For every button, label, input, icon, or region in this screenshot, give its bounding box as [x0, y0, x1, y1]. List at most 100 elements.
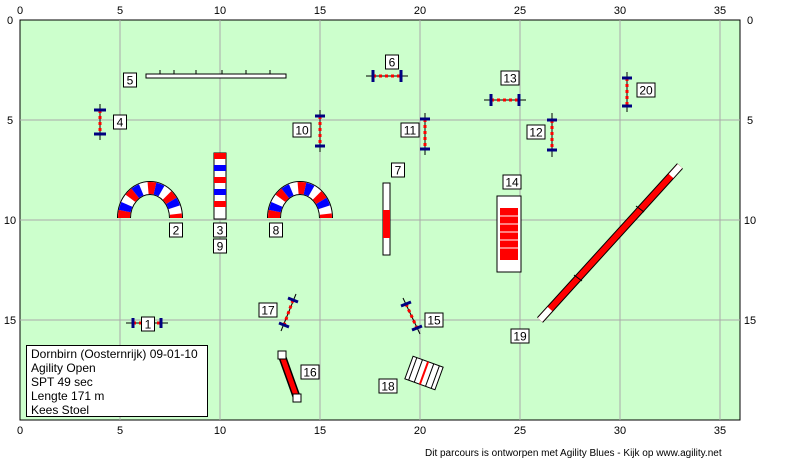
obstacle-14-label: 14	[502, 174, 522, 190]
obstacle-3-weave	[213, 152, 227, 220]
obstacle-15-jump	[400, 297, 423, 335]
x-tick-bottom: 5	[117, 425, 123, 437]
label-box	[510, 328, 530, 344]
label-number: 6	[389, 56, 396, 70]
obstacle-19-dogwalk	[537, 163, 683, 323]
x-tick-bottom: 15	[314, 425, 326, 437]
label-number: 10	[295, 124, 309, 138]
label-number: 4	[117, 116, 124, 130]
obstacle-8-tunnel	[267, 181, 333, 219]
obstacle-6-jump	[366, 70, 408, 82]
x-tick-top: 25	[514, 5, 526, 17]
label-box	[292, 122, 312, 138]
info-judge: Kees Stoel	[31, 403, 90, 417]
label-number: 17	[261, 304, 275, 318]
y-tick-right: 15	[744, 315, 756, 327]
label-number: 20	[639, 84, 653, 98]
label-box	[400, 122, 420, 138]
label-box	[213, 222, 227, 238]
obstacle-17-jump	[278, 293, 299, 332]
x-tick-top: 5	[117, 5, 123, 17]
label-box	[378, 378, 398, 394]
label-box	[213, 238, 227, 254]
footer-credit: Dit parcours is ontworpen met Agility Bl…	[425, 448, 722, 459]
obstacle-5-label: 5	[123, 72, 137, 88]
x-tick-top: 0	[17, 5, 23, 17]
label-box	[391, 162, 405, 178]
obstacle-17-label: 17	[258, 302, 278, 318]
obstacle-20-label: 20	[636, 82, 656, 98]
label-number: 13	[503, 72, 517, 86]
y-tick-right: 5	[747, 115, 753, 127]
obstacle-3-label: 3	[213, 222, 227, 238]
obstacle-8-label: 8	[269, 222, 283, 238]
x-tick-top: 35	[714, 5, 726, 17]
obstacle-4-jump	[94, 104, 106, 140]
label-number: 2	[173, 224, 180, 238]
obstacle-20-jump	[622, 72, 632, 112]
label-box	[636, 82, 656, 98]
obstacle-12-label: 12	[526, 124, 546, 140]
x-tick-bottom: 20	[414, 425, 426, 437]
label-box	[269, 222, 283, 238]
obstacle-13-jump	[484, 94, 526, 106]
obstacle-10-label: 10	[292, 122, 312, 138]
label-number: 3	[217, 224, 224, 238]
obstacle-2-label: 2	[169, 222, 183, 238]
obstacle-7-tire	[382, 182, 391, 256]
label-number: 14	[505, 176, 519, 190]
label-number: 15	[427, 314, 441, 328]
label-number: 8	[273, 224, 280, 238]
label-box	[502, 174, 522, 190]
obstacle-13-label: 13	[500, 70, 520, 86]
obstacle-15-label: 15	[424, 312, 444, 328]
obstacle-4-label: 4	[113, 114, 127, 130]
y-tick-left: 5	[7, 115, 13, 127]
obstacle-10-jump	[315, 110, 325, 152]
obstacle-6-label: 6	[385, 54, 399, 70]
label-number: 9	[217, 240, 224, 254]
y-tick-left: 0	[7, 15, 13, 27]
label-box	[123, 72, 137, 88]
y-tick-right: 0	[747, 15, 753, 27]
label-box	[526, 124, 546, 140]
label-number: 7	[395, 164, 402, 178]
x-tick-bottom: 0	[17, 425, 23, 437]
x-tick-bottom: 30	[614, 425, 626, 437]
obstacle-5-wall	[145, 70, 287, 79]
label-number: 19	[513, 330, 527, 344]
label-box	[424, 312, 444, 328]
label-box	[500, 70, 520, 86]
label-box	[141, 316, 155, 332]
info-class: Agility Open	[31, 361, 96, 375]
x-tick-bottom: 10	[214, 425, 226, 437]
x-tick-bottom: 35	[714, 425, 726, 437]
label-number: 12	[529, 126, 543, 140]
obstacle-9-label: 9	[213, 238, 227, 254]
label-number: 1	[145, 318, 152, 332]
label-number: 5	[127, 74, 134, 88]
y-tick-right: 10	[744, 215, 756, 227]
course-info-box: Dornbirn (Oosternrijk) 09-01-10 Agility …	[26, 345, 208, 417]
x-tick-top: 30	[614, 5, 626, 17]
info-spt: SPT 49 sec	[31, 375, 93, 389]
obstacle-11-jump	[420, 113, 430, 155]
obstacle-16-label: 16	[300, 364, 320, 380]
obstacle-19-label: 19	[510, 328, 530, 344]
info-location: Dornbirn (Oosternrijk) 09-01-10	[31, 347, 198, 361]
obstacle-16-longjump	[277, 350, 302, 403]
label-box	[258, 302, 278, 318]
label-number: 16	[303, 366, 317, 380]
obstacle-18-label: 18	[378, 378, 398, 394]
label-box	[385, 54, 399, 70]
obstacle-1-label: 1	[141, 316, 155, 332]
label-number: 11	[404, 124, 417, 138]
label-box	[169, 222, 183, 238]
x-tick-bottom: 25	[514, 425, 526, 437]
obstacle-18-brush	[404, 355, 444, 391]
obstacle-7-label: 7	[391, 162, 405, 178]
x-tick-top: 15	[314, 5, 326, 17]
x-tick-top: 10	[214, 5, 226, 17]
